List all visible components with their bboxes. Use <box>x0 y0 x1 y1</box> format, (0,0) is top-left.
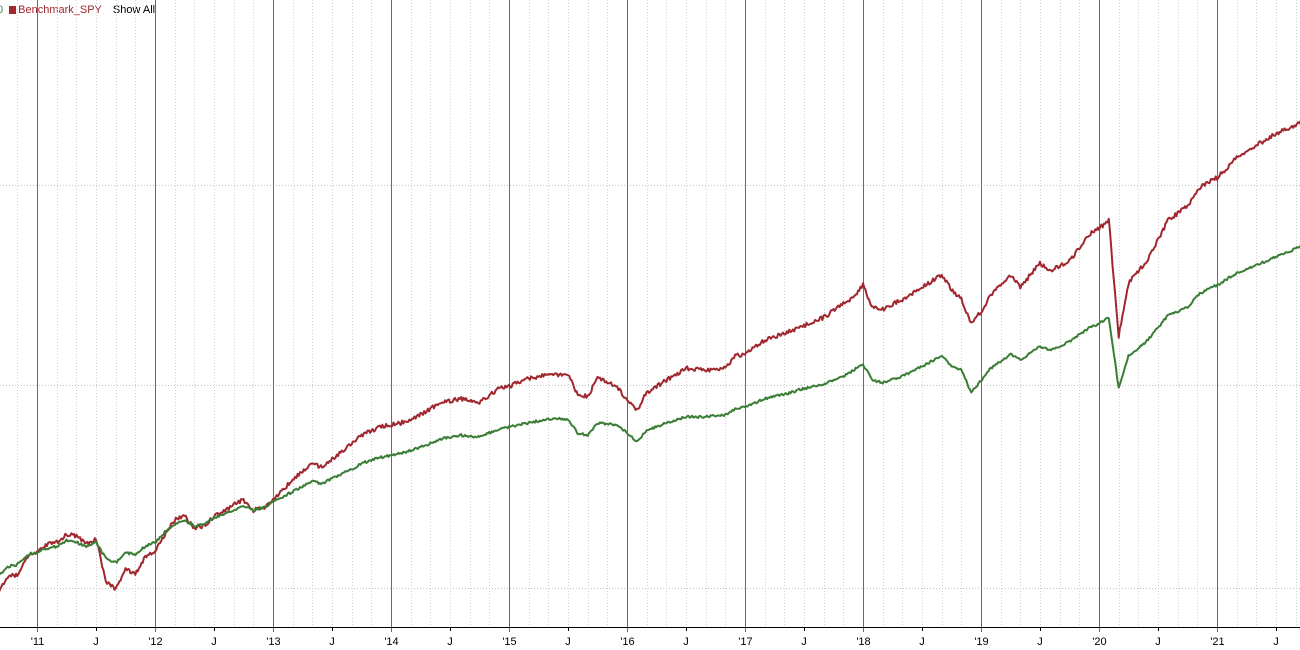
x-tick-label-year: '20 <box>1092 636 1106 648</box>
horizontal-gridlines <box>0 185 1300 589</box>
legend-clipped-series-label: 0 <box>0 4 4 16</box>
legend: 0 Benchmark_SPY Show All <box>0 2 155 18</box>
legend-series-label[interactable]: Benchmark_SPY <box>18 4 102 16</box>
x-tick-label-year: '16 <box>620 636 634 648</box>
x-tick-label-year: '12 <box>148 636 162 648</box>
x-tick-label-mid-year: J <box>565 636 571 648</box>
show-all-button[interactable]: Show All <box>112 4 156 16</box>
x-tick-label-mid-year: J <box>919 636 925 648</box>
x-tick-label-year: '13 <box>266 636 280 648</box>
x-tick-label-year: '15 <box>502 636 516 648</box>
x-tick-label-mid-year: J <box>683 636 689 648</box>
series-line-benchmark-spy <box>0 120 1300 592</box>
x-tick-label-mid-year: J <box>1273 636 1279 648</box>
x-tick-label-mid-year: J <box>329 636 335 648</box>
legend-series-swatch <box>9 6 17 14</box>
x-tick-label-year: '19 <box>974 636 988 648</box>
x-tick-label-year: '11 <box>31 636 45 648</box>
x-tick-label-mid-year: J <box>1155 636 1161 648</box>
x-tick-label-year: '21 <box>1210 636 1224 648</box>
x-tick-label-mid-year: J <box>211 636 217 648</box>
year-gridlines <box>37 0 1218 632</box>
x-tick-label-mid-year: J <box>1037 636 1043 648</box>
x-tick-label-mid-year: J <box>447 636 453 648</box>
x-tick-label-year: '17 <box>738 636 752 648</box>
x-tick-label-year: '14 <box>384 636 398 648</box>
series-layer <box>0 120 1300 592</box>
x-tick-label-mid-year: J <box>93 636 99 648</box>
x-tick-label-mid-year: J <box>801 636 807 648</box>
series-line-strategy <box>0 244 1300 576</box>
x-axis-ticks: J J J J J J J J J J J '11 '12 '13 '14 '15 '16 '17 '18 '19 '2… <box>31 627 1279 648</box>
x-tick-label-year: '18 <box>856 636 870 648</box>
month-gridlines <box>17 0 1297 627</box>
